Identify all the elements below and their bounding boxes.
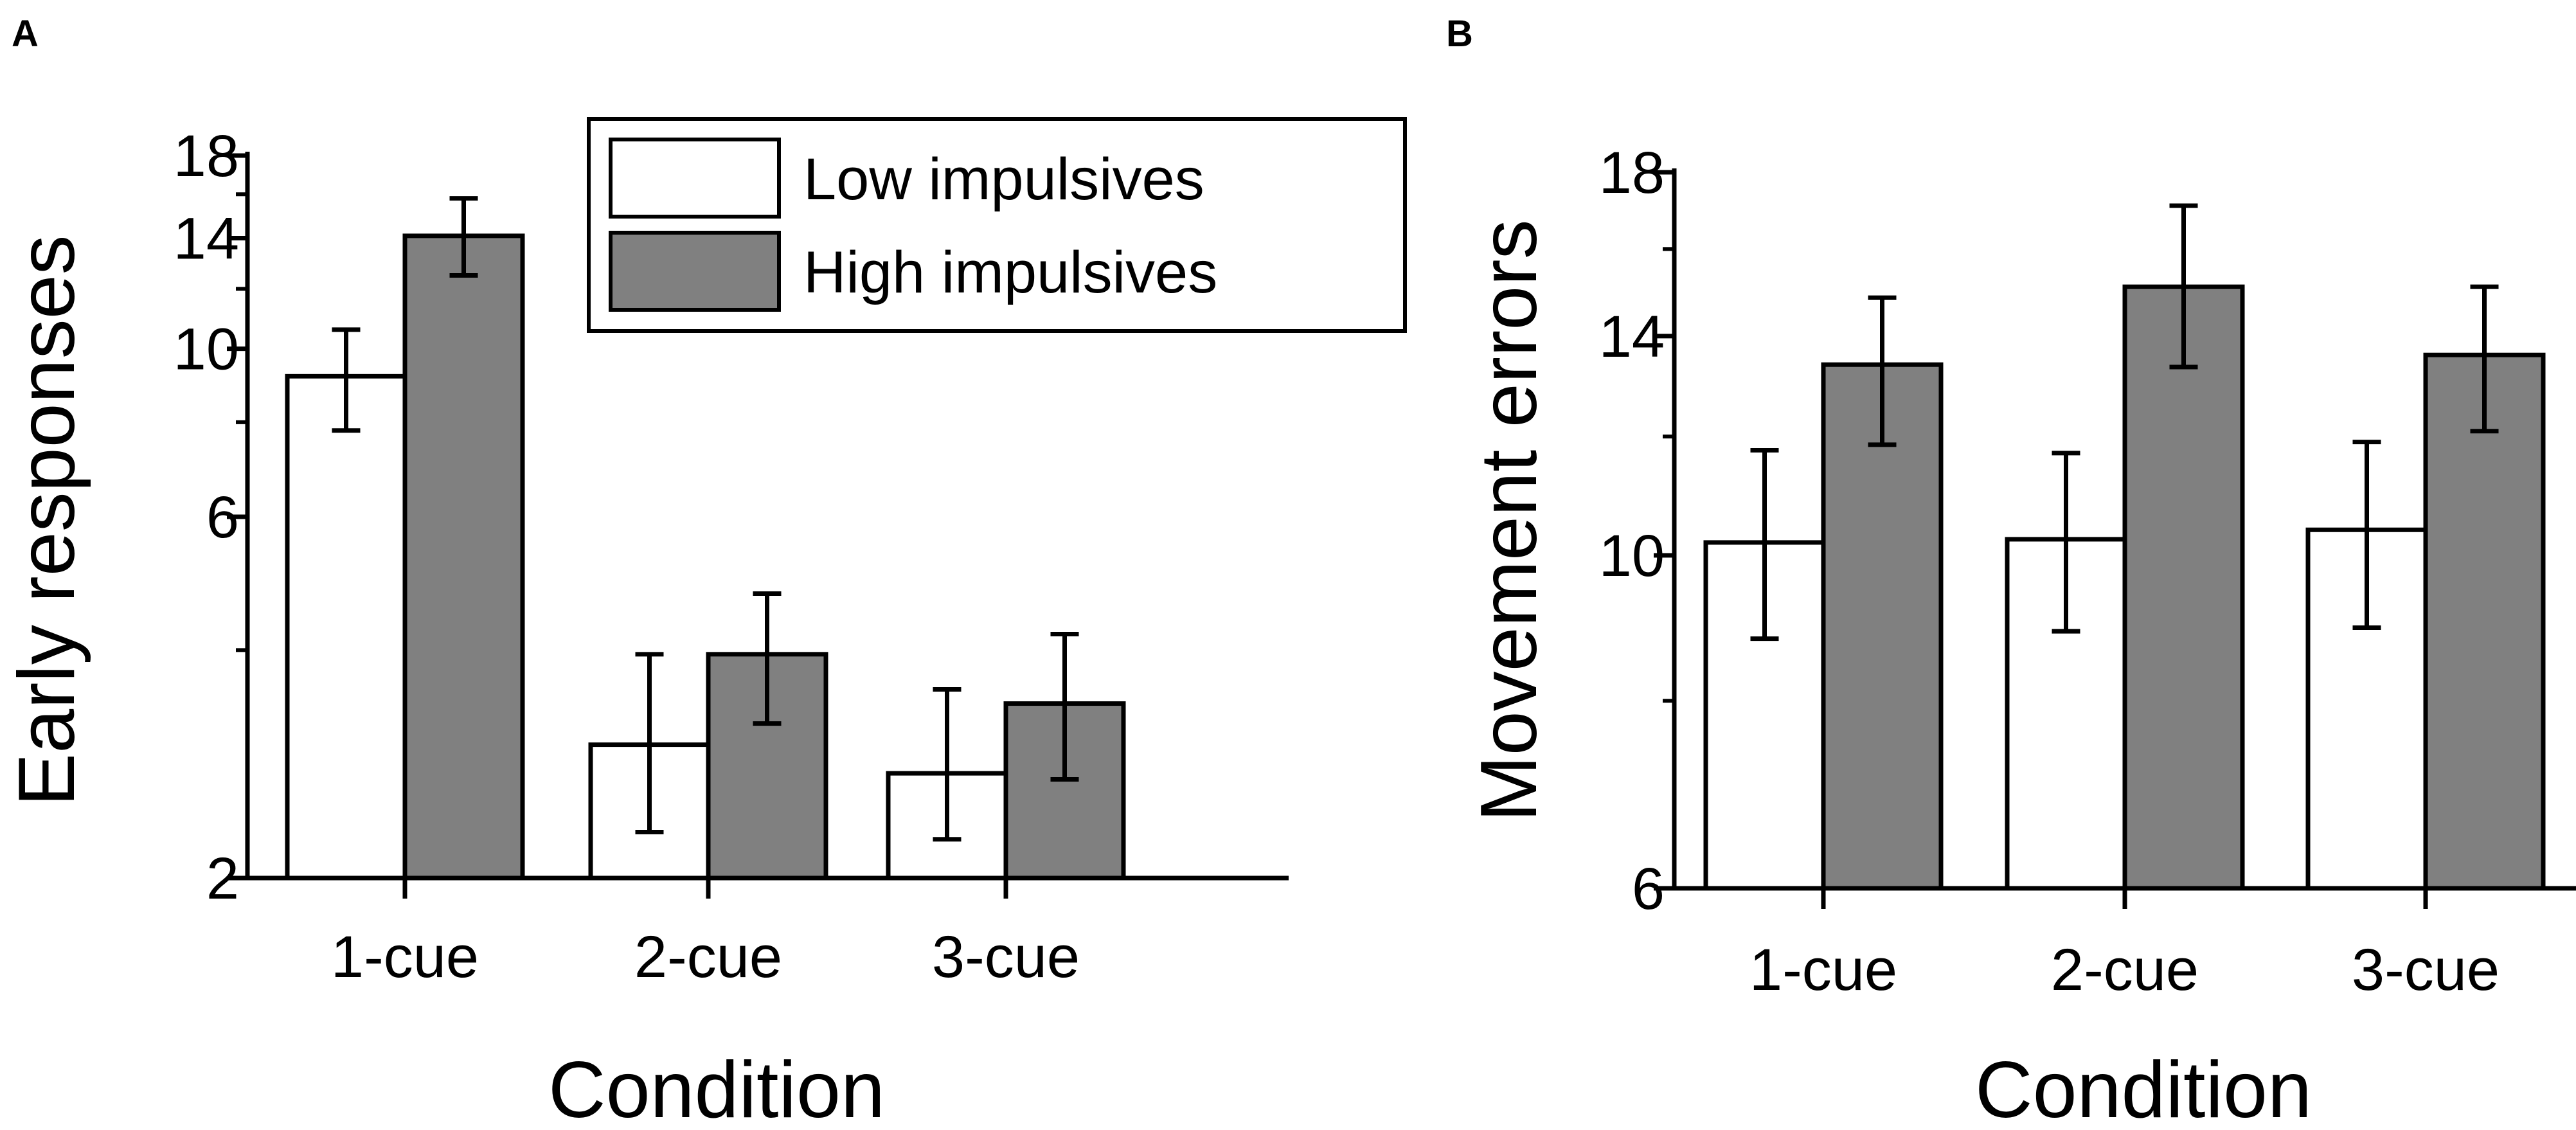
errorbar-b-s1-c0	[1868, 295, 1897, 447]
errorbar-a-s0-c0	[332, 327, 361, 433]
bar-b-s1-c0	[1821, 362, 1944, 891]
xtick-label-a-3-cue: 3-cue	[932, 924, 1080, 990]
errorbar-a-s1-c2	[1050, 631, 1079, 782]
panel-a-ylabel: Early responses	[3, 235, 91, 806]
errorbar-a-s1-c1	[753, 591, 782, 726]
ytick-label-a-2: 2	[206, 846, 239, 911]
ytick-label-b-18: 18	[1599, 140, 1665, 206]
panel-b: 6 10 14 18 1-cue 2-cue 3-cue	[1599, 140, 2576, 1003]
legend-label-low: Low impulsives	[803, 147, 1204, 212]
errorbar-b-s0-c2	[2352, 440, 2381, 631]
errorbar-b-s0-c0	[1750, 447, 1779, 641]
xtick-label-b-1-cue: 1-cue	[1749, 937, 1897, 1003]
bar-a-s0-c0	[285, 373, 407, 881]
ytick-label-a-18: 18	[174, 123, 239, 189]
panel-a-letter: A	[12, 13, 39, 55]
xtick-label-b-3-cue: 3-cue	[2352, 937, 2500, 1003]
errorbar-b-s1-c1	[2169, 203, 2198, 370]
ytick-label-b-14: 14	[1599, 304, 1665, 370]
errorbar-b-s1-c2	[2470, 284, 2499, 434]
errorbar-a-s0-c2	[933, 686, 962, 842]
errorbar-a-s1-c0	[449, 196, 478, 278]
ytick-label-b-10: 10	[1599, 523, 1665, 589]
panel-a: 2 6 10 14 18 1-cue 2-cue 3-cue	[174, 123, 1289, 990]
xtick-label-b-2-cue: 2-cue	[2051, 937, 2199, 1003]
ytick-label-b-6: 6	[1632, 856, 1665, 922]
bar-b-s1-c2	[2423, 352, 2546, 891]
bar-b-s1-c1	[2122, 284, 2245, 891]
panel-a-xlabel: Condition	[548, 1046, 885, 1127]
xtick-label-a-2-cue: 2-cue	[634, 924, 782, 990]
legend-label-high: High impulsives	[803, 240, 1217, 305]
panel-b-ylabel: Movement errors	[1465, 219, 1553, 821]
legend-swatch-low	[609, 138, 781, 219]
xtick-label-a-1-cue: 1-cue	[331, 924, 479, 990]
ytick-label-a-6: 6	[206, 485, 239, 550]
legend: Low impulsives High impulsives	[587, 117, 1407, 333]
errorbar-a-s0-c1	[635, 652, 664, 835]
panel-b-letter: B	[1446, 13, 1473, 55]
bar-a-s1-c0	[402, 233, 525, 881]
ytick-label-a-14: 14	[174, 206, 239, 272]
panel-b-xlabel: Condition	[1975, 1046, 2312, 1127]
legend-swatch-high	[609, 231, 781, 312]
ytick-label-a-10: 10	[174, 317, 239, 382]
errorbar-b-s0-c1	[2052, 451, 2080, 634]
